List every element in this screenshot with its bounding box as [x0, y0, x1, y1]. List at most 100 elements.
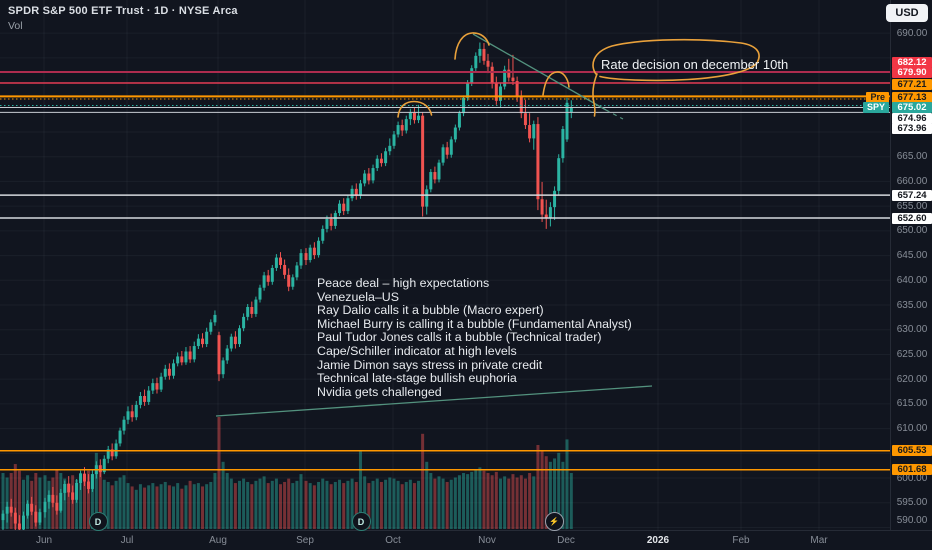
- dividend-marker[interactable]: D: [88, 512, 108, 531]
- note-line[interactable]: Paul Tudor Jones calls it a bubble (Tech…: [317, 330, 602, 345]
- candle-body: [462, 97, 466, 114]
- volume-bar: [569, 473, 573, 529]
- candle-body: [412, 112, 416, 121]
- trendline[interactable]: [472, 33, 607, 111]
- candle-body: [122, 419, 126, 431]
- volume-bar: [118, 477, 122, 529]
- time-axis-label: 2026: [646, 535, 670, 546]
- note-line[interactable]: Venezuela–US: [317, 289, 399, 304]
- volume-bar: [250, 484, 254, 529]
- volume-bar: [388, 477, 392, 529]
- chart-header: SPDR S&P 500 ETF Trust · 1D · NYSE Arca …: [8, 5, 238, 32]
- candle-body: [102, 458, 106, 473]
- time-axis[interactable]: Jun Jul Aug Sep Oct Nov Dec 2026 Feb Mar: [0, 530, 932, 550]
- price-line-label[interactable]: 673.96: [892, 123, 932, 134]
- time-axis-label: Nov: [478, 535, 496, 546]
- candle-body: [312, 247, 316, 256]
- volume-indicator-label[interactable]: Vol: [8, 20, 23, 32]
- price-line-label[interactable]: 605.53: [892, 445, 932, 456]
- chart-pane[interactable]: SPDR S&P 500 ETF Trust · 1D · NYSE Arca …: [0, 0, 890, 530]
- price-line-label[interactable]: 677.13: [892, 91, 932, 103]
- price-line-label[interactable]: 677.21: [892, 78, 932, 90]
- candle-body: [51, 494, 55, 503]
- candle-body: [138, 395, 142, 405]
- price-line-label[interactable]: 601.68: [892, 464, 932, 475]
- highlight-ellipse-drawing[interactable]: [592, 38, 760, 82]
- candle-body: [30, 503, 34, 512]
- highlight-ellipse-drawing[interactable]: [397, 100, 433, 118]
- candle-body: [55, 502, 59, 511]
- candle-body: [392, 134, 396, 146]
- candle-body: [71, 492, 75, 500]
- price-line-label[interactable]: 657.24: [892, 189, 932, 201]
- price-line-label[interactable]: 682.12: [892, 56, 932, 68]
- notes-annotation[interactable]: Peace deal – high expectations Venezuela…: [317, 276, 632, 399]
- volume-bar: [270, 480, 274, 529]
- candle-body: [536, 124, 540, 200]
- note-line[interactable]: Ray Dalio calls it a bubble (Macro exper…: [317, 303, 544, 318]
- pre-price-tag[interactable]: Pre: [866, 91, 889, 103]
- note-line[interactable]: Cape/Schiller indicator at high levels: [317, 343, 517, 358]
- volume-bar: [184, 485, 188, 529]
- highlight-ellipse-drawing[interactable]: [454, 32, 490, 60]
- volume-bar: [147, 485, 151, 529]
- volume-bar: [130, 486, 134, 529]
- volume-bar: [83, 477, 86, 529]
- note-line[interactable]: Jamie Dimon says stress in private credi…: [317, 357, 543, 372]
- price-line-label[interactable]: 652.60: [892, 212, 932, 224]
- trendline-extension[interactable]: [605, 109, 624, 120]
- candle-body: [242, 316, 246, 329]
- candle-body: [134, 404, 138, 418]
- volume-bar: [498, 478, 502, 529]
- volume-bar: [532, 476, 536, 529]
- price-line-label[interactable]: 674.96: [892, 112, 932, 124]
- candle-body: [283, 264, 287, 275]
- trendline[interactable]: [215, 385, 653, 417]
- spy-price-tag[interactable]: SPY: [862, 102, 889, 113]
- volume-bar: [375, 478, 379, 529]
- candle-body: [358, 183, 362, 196]
- candle-body: [188, 351, 192, 360]
- candle-body: [43, 501, 47, 513]
- volume-bar: [122, 475, 126, 529]
- note-line[interactable]: Nvidia gets challenged: [317, 384, 442, 399]
- candle-body: [354, 188, 358, 196]
- candle-body: [221, 360, 225, 375]
- highlight-ellipse-drawing[interactable]: [542, 71, 570, 96]
- candle-body: [532, 124, 536, 139]
- candle-body: [363, 173, 367, 184]
- usd-button[interactable]: USD: [886, 4, 928, 22]
- highlight-ellipse-drawing[interactable]: [592, 73, 598, 117]
- volume-bar: [34, 473, 38, 529]
- candle-body: [130, 411, 134, 418]
- price-axis[interactable]: 690.00 665.00 660.00 655.00 650.00 645.00 640.…: [890, 0, 932, 530]
- candle-body: [400, 125, 404, 131]
- volume-bar: [367, 483, 371, 529]
- price-line-label[interactable]: 679.90: [892, 66, 932, 78]
- volume-bar: [404, 481, 408, 529]
- candle-body: [98, 465, 102, 473]
- price-chart[interactable]: [0, 0, 890, 530]
- volume-bar: [38, 477, 42, 529]
- candle-body: [433, 172, 437, 180]
- price-line-label[interactable]: 675.02: [892, 102, 932, 113]
- price-tick-label: 610.00: [896, 423, 928, 435]
- price-tick-label: 630.00: [896, 324, 928, 336]
- event-marker[interactable]: ⚡: [544, 512, 564, 531]
- rate-decision-annotation[interactable]: Rate decision on december 10th: [601, 57, 789, 72]
- volume-bar: [482, 470, 486, 529]
- candle-body: [159, 376, 163, 390]
- candle-body: [486, 60, 490, 67]
- candle-body: [254, 299, 258, 314]
- candle-body: [503, 69, 507, 87]
- note-line[interactable]: Technical late-stage bullish euphoria: [317, 371, 517, 386]
- volume-bar: [295, 480, 299, 529]
- volume-bar: [1, 473, 5, 529]
- candle-body: [17, 523, 21, 530]
- note-line[interactable]: Peace deal – high expectations: [317, 276, 490, 290]
- candle-body: [417, 115, 421, 121]
- candle-body: [270, 267, 274, 282]
- note-line[interactable]: Michael Burry is calling it a bubble (Fu…: [317, 316, 632, 331]
- symbol-title[interactable]: SPDR S&P 500 ETF Trust · 1D · NYSE Arca: [8, 5, 238, 17]
- dividend-marker[interactable]: D: [351, 512, 371, 531]
